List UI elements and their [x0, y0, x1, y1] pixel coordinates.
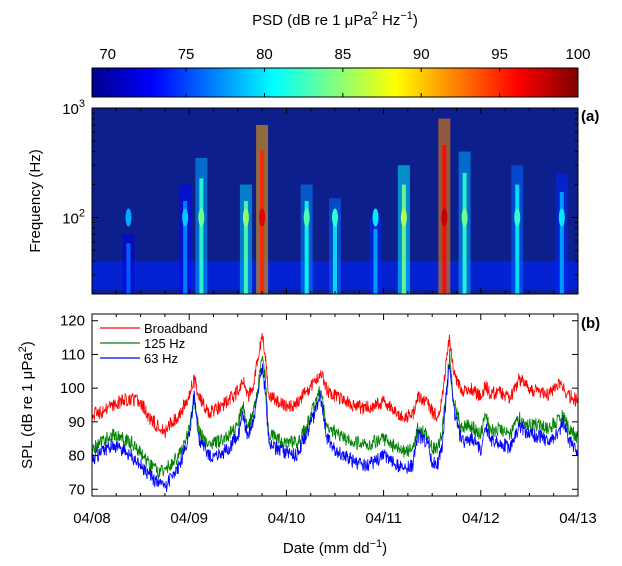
spl-axes: 70 80 90 100 110 120 04/08 04/09 04/10 04/11 04/12…	[60, 313, 597, 527]
legend-label: 63 Hz	[144, 351, 178, 366]
colorbar-tick-label: 85	[334, 46, 351, 63]
legend-label: Broadband	[144, 321, 208, 336]
spectrogram-event-peak	[242, 208, 249, 227]
spectrogram-event-peak	[461, 208, 468, 227]
series-line-63-hz	[92, 363, 578, 493]
y-tick-label: 80	[68, 448, 85, 465]
colorbar-ticks: 70 75 80 85 90 95 100	[99, 46, 591, 97]
spectrogram-event-core	[462, 172, 467, 294]
x-tick-label: 04/10	[268, 510, 306, 527]
panel-a-tag: (a)	[581, 108, 599, 125]
colorbar-tick-label: 95	[491, 46, 508, 63]
panel-b-ylabel: SPL (dB re 1 μPa2)	[17, 341, 36, 469]
spectrogram-event-core	[183, 200, 188, 294]
spectrogram-event-peak	[259, 208, 266, 227]
x-tick-label: 04/13	[559, 510, 597, 527]
spectrogram-event-peak	[125, 208, 132, 227]
y-tick-label: 70	[68, 481, 85, 498]
y-tick-label: 120	[60, 313, 85, 330]
y-tick-label: 102	[62, 207, 85, 227]
spectrogram-event-core	[559, 191, 564, 294]
spectrogram-event-peak	[400, 208, 407, 227]
spectrogram-event-core	[304, 200, 309, 294]
y-tick-label: 110	[61, 346, 85, 363]
colorbar-tick-label: 100	[565, 46, 590, 63]
spectrogram	[92, 118, 578, 294]
legend-label: 125 Hz	[144, 336, 185, 351]
colorbar-tick-label: 70	[99, 46, 116, 63]
y-tick-label: 100	[60, 380, 85, 397]
colorbar-tick-label: 90	[413, 46, 430, 63]
x-tick-label: 04/08	[73, 510, 111, 527]
colorbar-tick-label: 75	[178, 46, 195, 63]
spectrogram-event-peak	[332, 208, 338, 227]
spectrogram-event-peak	[558, 208, 565, 227]
spectrogram-event-core	[515, 184, 520, 294]
y-tick-label: 103	[62, 98, 85, 118]
spectrogram-event-peak	[372, 208, 379, 227]
panel-a-ylabel: Frequency (Hz)	[27, 149, 44, 252]
spectrogram-axes: 102 103	[62, 98, 579, 295]
spectrogram-event-core	[199, 178, 204, 294]
x-tick-label: 04/09	[170, 510, 208, 527]
colorbar-tick-label: 80	[256, 46, 273, 63]
x-tick-label: 04/12	[462, 510, 500, 527]
spectrogram-event-core	[401, 184, 406, 294]
spectrogram-event-peak	[182, 208, 189, 227]
spl-lines	[92, 332, 578, 493]
spectrogram-event-peak	[441, 208, 448, 227]
spectrogram-event-peak	[198, 208, 205, 227]
series-line-broadband	[92, 332, 578, 439]
spectrogram-event-peak	[514, 208, 521, 227]
series-line-125-hz	[92, 348, 578, 479]
x-tick-label: 04/11	[365, 510, 401, 527]
colorbar-title: PSD (dB re 1 μPa2 Hz−1)	[252, 10, 418, 29]
spectrogram-event-peak	[303, 208, 310, 227]
spectrogram-event-core	[243, 200, 248, 294]
spectrogram-event-core	[373, 228, 378, 294]
spectrogram-event-core	[333, 212, 337, 294]
panel-b-tag: (b)	[581, 315, 600, 332]
spectrogram-event-core	[126, 243, 131, 294]
colorbar	[91, 67, 579, 98]
x-axis-title: Date (mm dd−1)	[283, 538, 387, 557]
y-tick-label: 90	[68, 414, 85, 431]
